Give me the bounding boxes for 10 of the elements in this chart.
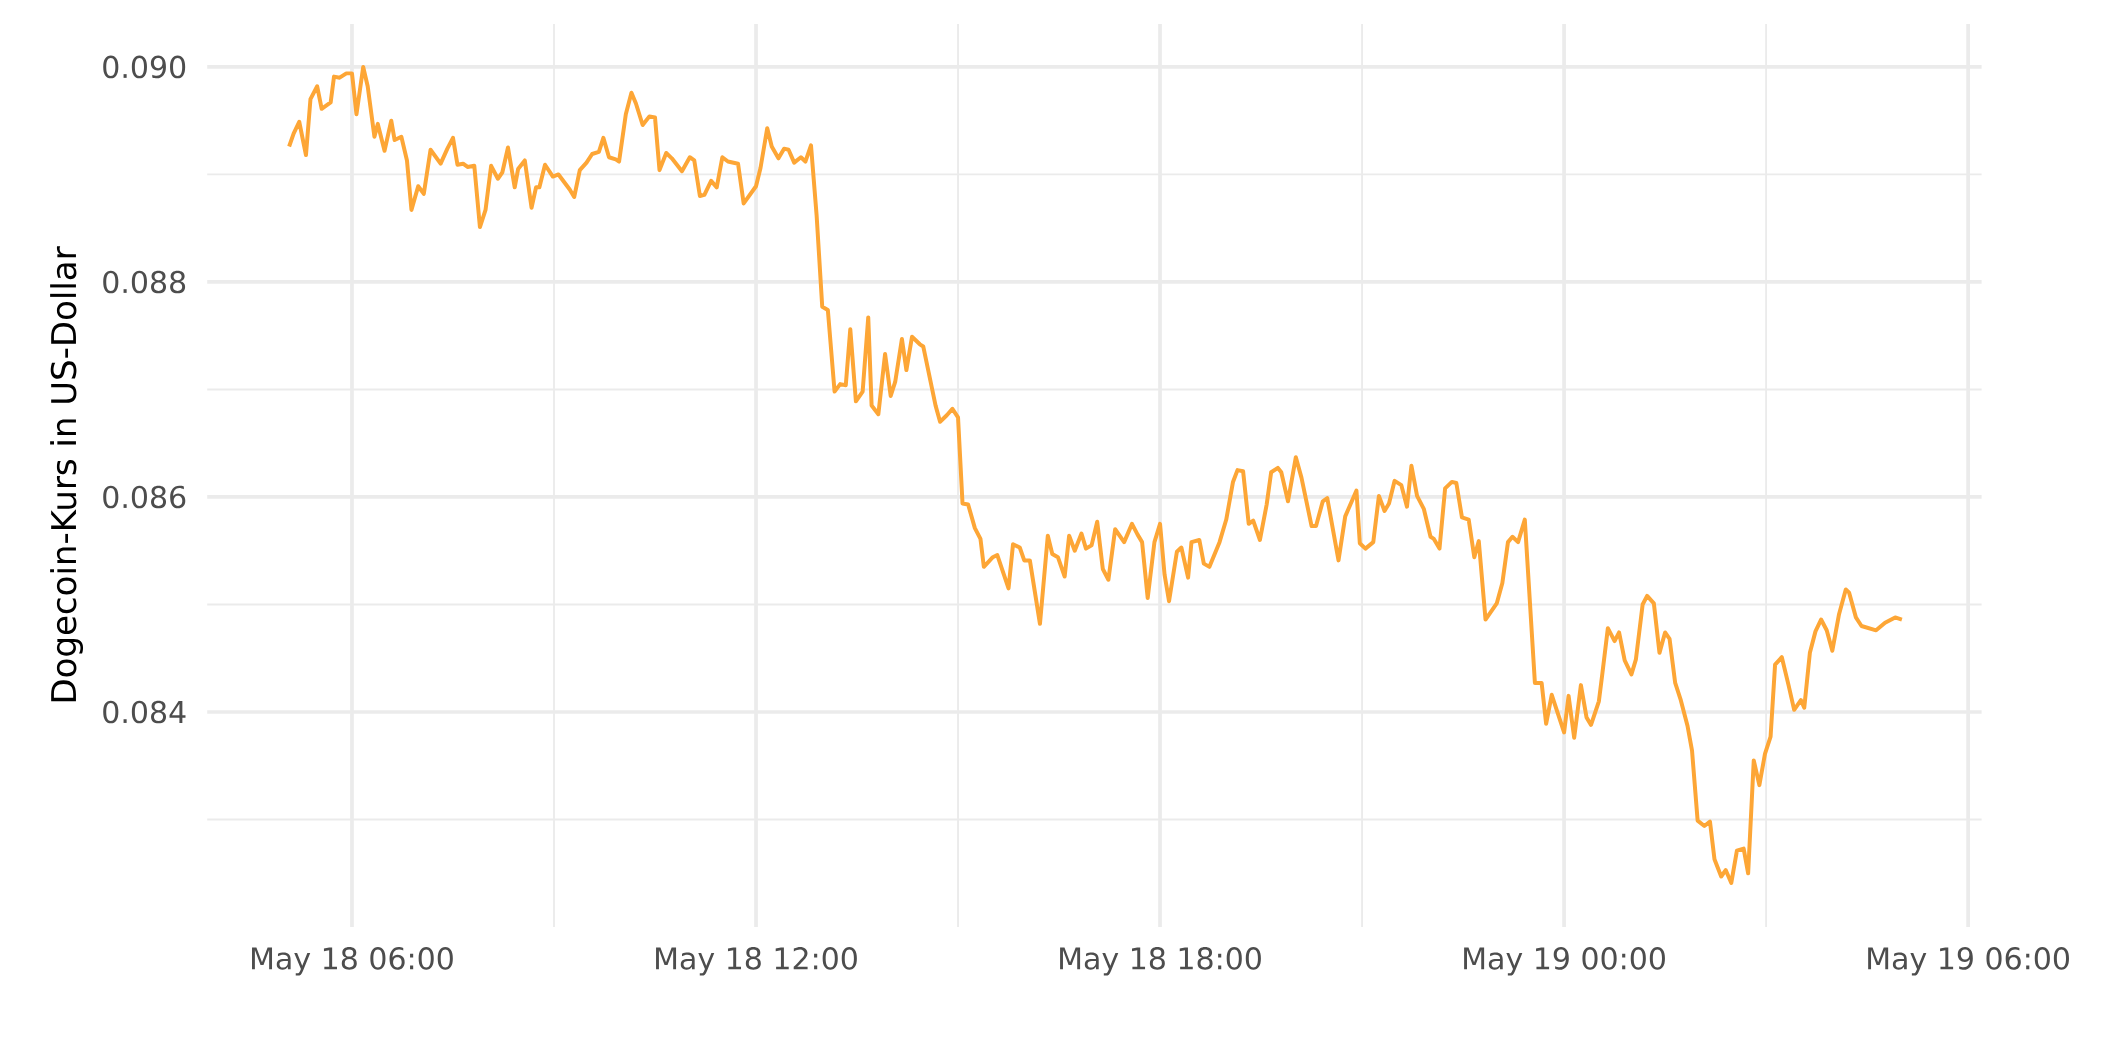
y-tick-label: 0.088 [103, 270, 186, 294]
x-tick-label: May 19 00:00 [1464, 947, 1665, 976]
y-tick-label: 0.084 [103, 700, 186, 724]
y-axis-title: Dogecoin-Kurs in US-Dollar [50, 246, 84, 702]
y-tick-label: 0.090 [103, 55, 186, 79]
x-tick-label: May 18 18:00 [1060, 947, 1261, 976]
x-tick-label: May 18 12:00 [656, 947, 857, 976]
y-tick-label: 0.086 [103, 485, 186, 509]
x-tick-label: May 18 06:00 [252, 947, 453, 976]
x-tick-label: May 19 06:00 [1868, 947, 2069, 976]
